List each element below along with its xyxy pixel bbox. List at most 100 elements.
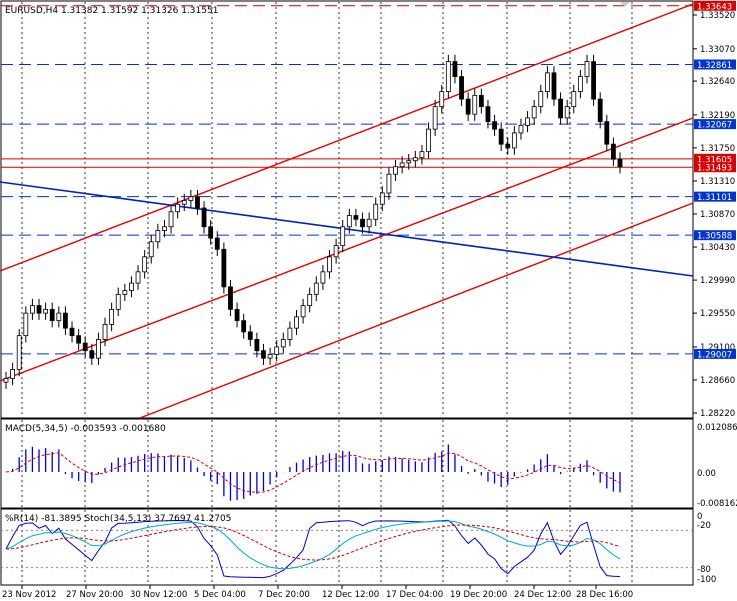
candle bbox=[465, 98, 471, 115]
stoch-label: %R(14) -81.3895 Stoch(34,5,13) 37.7697 4… bbox=[5, 514, 231, 524]
candle bbox=[228, 286, 233, 310]
macd-indicator bbox=[5, 444, 621, 501]
candle bbox=[472, 94, 478, 115]
time-label: 17 Dec 04:00 bbox=[386, 590, 443, 600]
candle bbox=[43, 308, 49, 314]
candle bbox=[558, 98, 563, 119]
candle bbox=[221, 248, 227, 288]
stoch-main-line bbox=[5, 520, 621, 570]
chart-shift-marker[interactable] bbox=[620, 2, 630, 7]
candle bbox=[313, 282, 319, 295]
candle bbox=[188, 196, 194, 201]
candle bbox=[459, 76, 464, 100]
time-axis: 23 Nov 2012 27 Nov 20:00 30 Nov 12:00 5 Dec… bbox=[2, 585, 633, 600]
candle bbox=[254, 339, 260, 352]
price-tag[interactable] bbox=[694, 153, 736, 164]
candle bbox=[419, 151, 425, 159]
price-tag[interactable] bbox=[694, 0, 736, 11]
channel-lower-line[interactable] bbox=[139, 202, 694, 419]
candle bbox=[162, 226, 167, 231]
macd-frame bbox=[0, 418, 694, 509]
time-label: 5 Dec 04:00 bbox=[194, 590, 246, 600]
horizontal-level-lines bbox=[1, 5, 693, 355]
candle bbox=[122, 290, 128, 295]
price-scale-label: 1.28220 bbox=[700, 409, 735, 419]
candle bbox=[525, 117, 530, 126]
candle bbox=[604, 121, 610, 145]
time-label: 27 Nov 20:00 bbox=[66, 590, 123, 600]
candle bbox=[386, 173, 392, 194]
candle bbox=[485, 106, 491, 123]
candle bbox=[102, 323, 108, 340]
price-scale-label: 1.29550 bbox=[700, 309, 735, 319]
stoch-frame bbox=[0, 508, 694, 586]
candle bbox=[214, 237, 220, 250]
price-tag[interactable] bbox=[694, 230, 736, 241]
price-scale-label: 1.32640 bbox=[700, 77, 735, 87]
candle bbox=[69, 327, 75, 337]
price-tag-label: 1.32861 bbox=[697, 61, 732, 71]
price-scale-label: 1.32190 bbox=[700, 111, 735, 121]
candle bbox=[531, 106, 537, 119]
macd-scale-top: 0.012086 bbox=[697, 423, 737, 433]
price-scale-label: 1.31750 bbox=[700, 144, 735, 154]
candle bbox=[3, 378, 9, 383]
macd-scale-bottom: -0.008162 bbox=[697, 499, 737, 509]
stoch-scale: 0 -20 -80 -100 bbox=[697, 512, 716, 585]
wpr-line bbox=[5, 519, 621, 579]
price-tag[interactable] bbox=[694, 162, 736, 173]
time-label: 28 Dec 16:00 bbox=[576, 590, 633, 600]
candle bbox=[142, 256, 148, 273]
price-tag[interactable] bbox=[694, 348, 736, 359]
chart-title: EURUSD,H4 1.31382 1.31592 1.31326 1.3155… bbox=[5, 6, 218, 16]
main-chart-frame bbox=[0, 0, 694, 419]
candle bbox=[518, 124, 524, 134]
candle bbox=[538, 91, 544, 108]
candle bbox=[148, 241, 154, 258]
blue-trend-line[interactable] bbox=[0, 181, 694, 277]
macd-scale: 0.012086 0.00 -0.008162 bbox=[697, 423, 737, 509]
candle bbox=[241, 320, 247, 333]
trend-channels[interactable] bbox=[0, 3, 694, 419]
price-tag-label: 1.32067 bbox=[697, 121, 732, 131]
channel-middle-line[interactable] bbox=[0, 117, 694, 382]
candle bbox=[267, 354, 273, 359]
candle bbox=[452, 61, 458, 77]
candle bbox=[366, 218, 372, 228]
candle bbox=[109, 308, 115, 325]
candle bbox=[379, 192, 385, 205]
time-label: 30 Nov 12:00 bbox=[130, 590, 187, 600]
candle bbox=[492, 121, 497, 130]
price-scale: 1.33520 1.33070 1.32640 1.32190 1.31750 1.313… bbox=[693, 11, 735, 419]
candle bbox=[406, 160, 412, 164]
candle bbox=[597, 98, 603, 123]
price-scale-label: 1.33070 bbox=[700, 45, 735, 55]
candle bbox=[320, 271, 326, 284]
candle bbox=[49, 308, 55, 322]
stoch-scale-80: -80 bbox=[697, 565, 711, 575]
candle bbox=[307, 293, 313, 307]
price-tag[interactable] bbox=[694, 119, 736, 130]
candle bbox=[287, 327, 293, 340]
channel-upper-line[interactable] bbox=[0, 3, 694, 272]
candle bbox=[16, 335, 22, 370]
candle bbox=[129, 282, 134, 291]
candle bbox=[584, 61, 590, 77]
candle bbox=[478, 94, 484, 108]
macd-signal-line bbox=[5, 452, 621, 493]
candle bbox=[208, 226, 214, 239]
price-tag-label: 1.33643 bbox=[697, 2, 732, 12]
candle bbox=[393, 166, 398, 175]
macd-scale-zero: 0.00 bbox=[697, 469, 716, 479]
price-tag-label: 1.31101 bbox=[697, 193, 732, 203]
candle bbox=[333, 245, 339, 258]
candle bbox=[96, 339, 101, 359]
candle bbox=[201, 207, 207, 228]
candle bbox=[432, 106, 438, 130]
candle bbox=[551, 72, 557, 100]
price-tag[interactable] bbox=[694, 191, 736, 202]
candle bbox=[564, 106, 570, 119]
price-tag[interactable] bbox=[694, 59, 736, 70]
